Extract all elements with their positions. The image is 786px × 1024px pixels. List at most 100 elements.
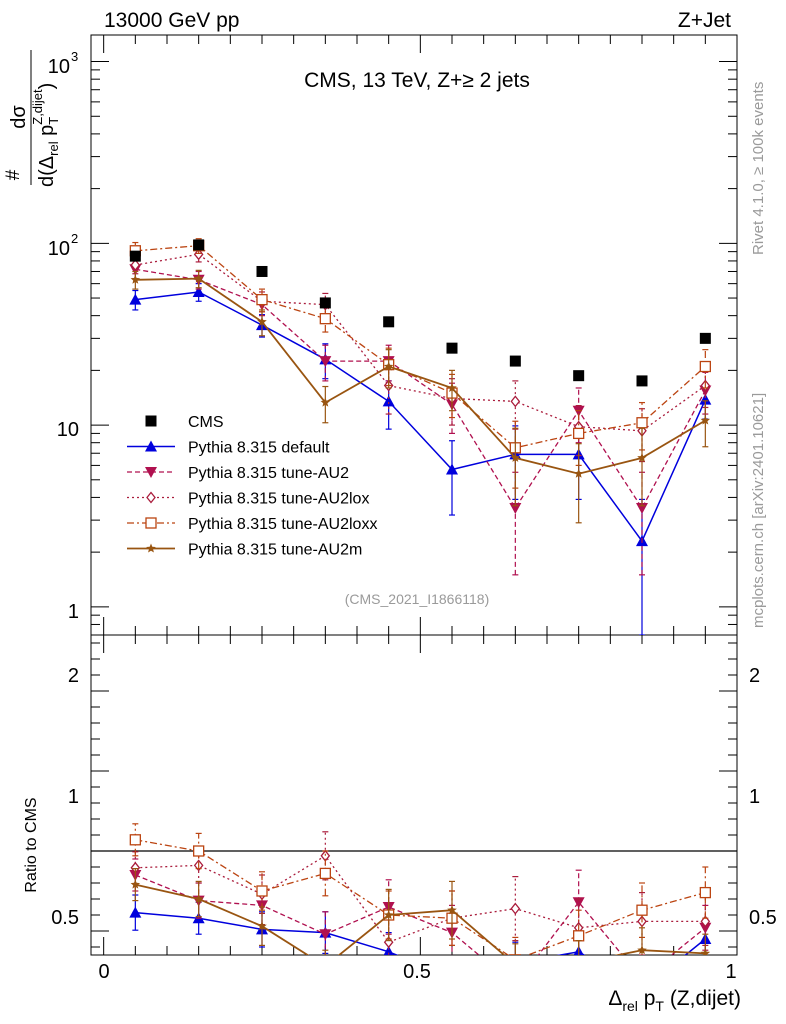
data-point-pythia-8-315-tune-au2lox bbox=[130, 258, 141, 272]
data-point-pythia-8-315-tune-au2m bbox=[130, 879, 141, 889]
data-point-cms bbox=[636, 375, 648, 387]
data-point-pythia-8-315-tune-au2loxx bbox=[636, 417, 648, 429]
data-point-pythia-8-315-tune-au2m bbox=[193, 894, 204, 903]
ytick-label-1000-base: 10 bbox=[48, 56, 70, 78]
main-ylabel: # dσ d(Δrel pTZ,dijet) bbox=[3, 50, 61, 187]
data-point-pythia-8-315-tune-au2m bbox=[383, 361, 394, 371]
ylabel-hash: # bbox=[3, 169, 24, 180]
ylabel-den-rel: rel bbox=[46, 141, 61, 156]
data-point-cms bbox=[256, 265, 268, 277]
data-point-pythia-8-315-tune-au2lox bbox=[700, 915, 711, 928]
series-line-pythia-8-315-tune-au2loxx bbox=[135, 245, 706, 449]
ylabel-den-p: p bbox=[36, 125, 58, 142]
data-point-pythia-8-315-tune-au2m bbox=[637, 945, 647, 955]
data-point-cms bbox=[573, 370, 585, 382]
legend-label-cms: CMS bbox=[188, 414, 224, 431]
ratio-ytick-label-right: 0.5 bbox=[749, 907, 777, 929]
series-line-pythia-8-315-tune-au2 bbox=[135, 874, 706, 955]
data-point-pythia-8-315-tune-au2 bbox=[319, 929, 332, 941]
data-point-pythia-8-315-tune-au2loxx bbox=[319, 313, 331, 325]
series-line-pythia-8-315-default bbox=[135, 291, 706, 543]
data-point-pythia-8-315-default bbox=[383, 945, 394, 955]
data-point-pythia-8-315-default bbox=[129, 906, 142, 918]
ytick-label-1000-exp: 3 bbox=[71, 49, 78, 64]
ylabel-den-suffix: ) bbox=[36, 83, 58, 90]
xlabel-T: T bbox=[655, 998, 664, 1014]
data-point-pythia-8-315-tune-au2 bbox=[636, 974, 648, 985]
ylabel-numerator: dσ bbox=[8, 105, 30, 129]
data-point-pythia-8-315-tune-au2 bbox=[699, 922, 712, 934]
data-point-pythia-8-315-tune-au2m bbox=[193, 273, 204, 283]
legend-marker-pythia-8-315-tune-au2 bbox=[145, 467, 157, 478]
data-point-cms bbox=[509, 355, 521, 367]
data-point-pythia-8-315-default bbox=[192, 285, 205, 297]
data-point-pythia-8-315-tune-au2loxx bbox=[193, 845, 205, 857]
ratio-ytick-labels: 0.5 1 2 0.5 1 2 bbox=[51, 665, 777, 929]
data-point-cms bbox=[699, 332, 711, 344]
data-point-pythia-8-315-tune-au2lox bbox=[510, 902, 521, 915]
plot-title: CMS, 13 TeV, Z+≥ 2 jets bbox=[304, 69, 530, 92]
xtick-label: 1 bbox=[725, 961, 736, 983]
ytick-label-100-exp: 2 bbox=[71, 231, 78, 246]
data-point-pythia-8-315-tune-au2m bbox=[130, 274, 141, 284]
data-point-pythia-8-315-tune-au2loxx bbox=[256, 293, 268, 306]
data-point-pythia-8-315-tune-au2m bbox=[700, 415, 711, 425]
series-line-pythia-8-315-tune-au2m bbox=[135, 883, 706, 955]
data-point-pythia-8-315-tune-au2m bbox=[447, 383, 457, 392]
data-point-pythia-8-315-default bbox=[446, 971, 458, 982]
series-line-pythia-8-315-tune-au2 bbox=[135, 268, 706, 510]
data-point-pythia-8-315-tune-au2lox bbox=[510, 395, 521, 408]
xlabel-rel: rel bbox=[622, 998, 638, 1014]
data-point-pythia-8-315-tune-au2m bbox=[637, 452, 647, 462]
data-point-cms bbox=[446, 342, 458, 354]
xtick-label: 0.5 bbox=[403, 961, 431, 983]
series-line-pythia-8-315-default bbox=[135, 911, 706, 955]
ytick-label-1000: 10 bbox=[48, 56, 70, 78]
data-point-pythia-8-315-tune-au2loxx bbox=[636, 904, 648, 916]
series-line-pythia-8-315-tune-au2m bbox=[135, 277, 706, 475]
legend-marker-pythia-8-315-default bbox=[145, 440, 157, 452]
data-point-cms bbox=[383, 316, 395, 328]
data-point-pythia-8-315-tune-au2loxx bbox=[573, 427, 585, 440]
data-point-pythia-8-315-tune-au2 bbox=[509, 980, 521, 991]
data-point-pythia-8-315-default bbox=[129, 293, 142, 305]
ylabel-denominator: d(Δrel pTZ,dijet) bbox=[30, 83, 61, 187]
data-point-pythia-8-315-tune-au2m bbox=[511, 960, 520, 969]
data-point-pythia-8-315-tune-au2m bbox=[320, 397, 331, 407]
data-point-pythia-8-315-tune-au2m bbox=[700, 948, 711, 955]
data-point-cms bbox=[129, 250, 141, 262]
main-data-layer bbox=[129, 238, 712, 635]
ratio-data-layer bbox=[91, 823, 737, 991]
data-point-pythia-8-315-tune-au2m bbox=[257, 921, 267, 931]
main-axis-ticks bbox=[91, 35, 738, 635]
ratio-axis-ticks bbox=[91, 635, 738, 955]
ytick-label-100-base: 10 bbox=[48, 238, 70, 260]
data-point-pythia-8-315-tune-au2loxx bbox=[573, 930, 585, 942]
legend-label-pythia-8-315-tune-au2lox: Pythia 8.315 tune-AU2lox bbox=[188, 491, 369, 508]
data-point-pythia-8-315-tune-au2m bbox=[510, 452, 521, 462]
ylabel-den-T: T bbox=[46, 117, 61, 125]
ytick-label-10: 10 bbox=[57, 419, 79, 441]
data-point-pythia-8-315-default bbox=[699, 393, 712, 405]
ratio-ytick-label-left: 0.5 bbox=[51, 907, 79, 929]
data-point-cms bbox=[193, 239, 205, 251]
legend-marker-cms bbox=[145, 415, 157, 427]
data-point-pythia-8-315-default bbox=[509, 957, 521, 968]
data-point-pythia-8-315-tune-au2loxx bbox=[699, 886, 711, 899]
ratio-ytick-label-right: 2 bbox=[749, 665, 760, 687]
data-point-pythia-8-315-default bbox=[382, 395, 395, 407]
xlabel-delta: Δ bbox=[608, 987, 622, 1010]
data-point-pythia-8-315-tune-au2m bbox=[383, 910, 394, 919]
data-point-pythia-8-315-tune-au2loxx bbox=[129, 834, 141, 846]
ratio-ytick-label-left: 1 bbox=[68, 786, 79, 808]
series-line-pythia-8-315-tune-au2loxx bbox=[135, 839, 706, 955]
xtick-labels: 0 0.5 1 bbox=[98, 961, 736, 983]
legend: CMS Pythia 8.315 default Pythia 8.315 tune… bbox=[127, 414, 377, 559]
data-point-pythia-8-315-default bbox=[446, 463, 458, 475]
data-point-pythia-8-315-tune-au2loxx bbox=[256, 885, 268, 897]
ratio-ytick-label-right: 1 bbox=[749, 786, 760, 808]
xlabel-rest: (Z,dijet) bbox=[664, 987, 741, 1010]
data-point-pythia-8-315-tune-au2loxx bbox=[509, 954, 521, 955]
data-point-pythia-8-315-tune-au2m bbox=[321, 961, 331, 970]
series-line-pythia-8-315-tune-au2lox bbox=[135, 854, 706, 943]
